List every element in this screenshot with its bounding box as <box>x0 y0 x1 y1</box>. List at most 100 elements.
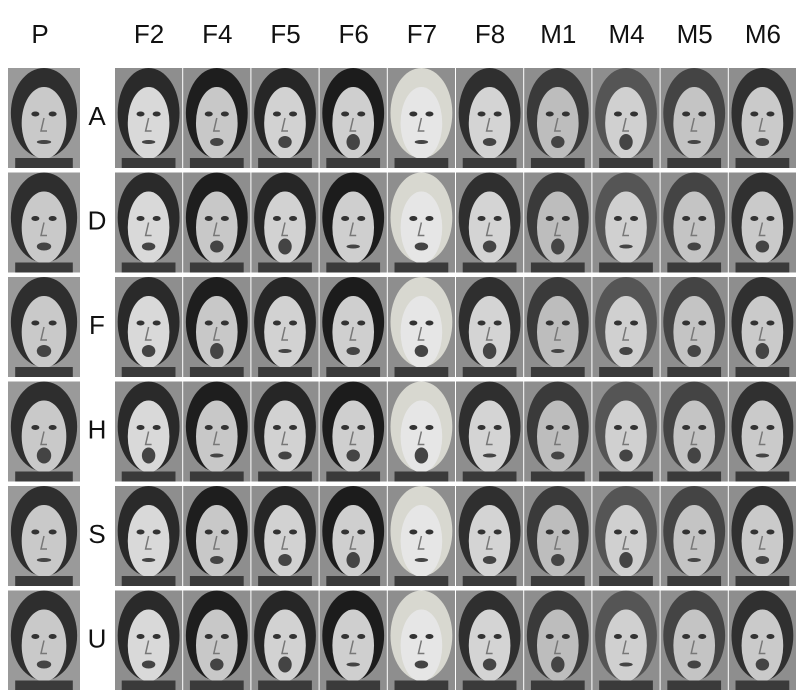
shoulders <box>531 158 585 168</box>
face <box>128 505 170 577</box>
face-photo <box>251 382 318 482</box>
mouth <box>756 556 769 564</box>
face <box>673 192 715 264</box>
eye <box>630 425 638 430</box>
mouth <box>687 243 700 251</box>
eye <box>425 634 433 639</box>
face <box>22 296 67 368</box>
mouth <box>687 661 700 669</box>
eye <box>698 425 706 430</box>
mouth <box>756 138 769 146</box>
shoulders <box>190 367 244 377</box>
face-photo <box>592 68 659 168</box>
face-photo <box>388 68 455 168</box>
mouth <box>551 452 564 460</box>
eye <box>357 112 365 117</box>
face <box>196 505 238 577</box>
shoulders <box>667 681 721 690</box>
face <box>22 505 67 577</box>
eye <box>153 216 161 221</box>
mouth <box>278 657 291 673</box>
face <box>469 192 511 264</box>
face-photo <box>183 486 250 586</box>
column-header: F5 <box>270 19 300 49</box>
shoulders <box>667 158 721 168</box>
row-label: H <box>88 414 107 444</box>
face-photo <box>524 486 591 586</box>
mouth <box>551 349 564 353</box>
eye <box>562 321 570 326</box>
face-photo <box>456 382 523 482</box>
mouth <box>37 661 51 669</box>
row-label: S <box>88 519 105 549</box>
face <box>469 505 511 577</box>
eye <box>494 530 502 535</box>
face <box>401 87 443 159</box>
eye <box>682 425 690 430</box>
eye <box>766 425 774 430</box>
mouth <box>37 448 51 464</box>
eye <box>494 425 502 430</box>
eye <box>409 321 417 326</box>
eye <box>357 530 365 535</box>
shoulders <box>599 681 653 690</box>
face <box>22 192 67 264</box>
eye <box>205 530 213 535</box>
shoulders <box>258 263 312 273</box>
eye <box>546 112 554 117</box>
mouth <box>346 552 359 568</box>
mouth <box>551 657 564 673</box>
shoulders <box>667 367 721 377</box>
eye <box>289 216 297 221</box>
eye <box>31 321 39 326</box>
shoulders <box>736 367 790 377</box>
face-photo <box>729 591 796 690</box>
column-header: M4 <box>608 19 644 49</box>
eye <box>562 112 570 117</box>
eye <box>409 530 417 535</box>
eye <box>49 530 57 535</box>
face <box>264 401 306 473</box>
mouth <box>210 138 223 146</box>
mouth <box>346 450 359 462</box>
mouth <box>278 239 291 255</box>
eye <box>750 530 758 535</box>
eye <box>49 216 57 221</box>
mouth <box>619 552 632 568</box>
eye <box>153 112 161 117</box>
face-photo <box>8 173 80 273</box>
eye <box>478 425 486 430</box>
mouth <box>687 140 700 144</box>
face-photo <box>251 591 318 690</box>
face-photo <box>661 277 728 377</box>
face-photo <box>388 277 455 377</box>
eye <box>409 216 417 221</box>
face-photo <box>456 591 523 690</box>
face <box>128 192 170 264</box>
face <box>673 87 715 159</box>
face-photo <box>388 486 455 586</box>
face-photo <box>661 591 728 690</box>
column-header: M6 <box>745 19 781 49</box>
eye <box>494 112 502 117</box>
eye <box>682 530 690 535</box>
face <box>673 505 715 577</box>
face <box>742 401 784 473</box>
eye <box>205 634 213 639</box>
eye <box>478 112 486 117</box>
eye <box>137 216 145 221</box>
shoulders <box>15 576 73 586</box>
eye <box>31 530 39 535</box>
face-photo <box>388 173 455 273</box>
eye <box>766 216 774 221</box>
mouth <box>210 241 223 253</box>
shoulders <box>736 472 790 482</box>
shoulders <box>395 263 449 273</box>
column-header: F4 <box>202 19 232 49</box>
shoulders <box>190 681 244 690</box>
mouth <box>551 554 564 566</box>
mouth <box>687 448 700 464</box>
face <box>537 87 579 159</box>
face-photo <box>115 382 182 482</box>
shoulders <box>258 472 312 482</box>
